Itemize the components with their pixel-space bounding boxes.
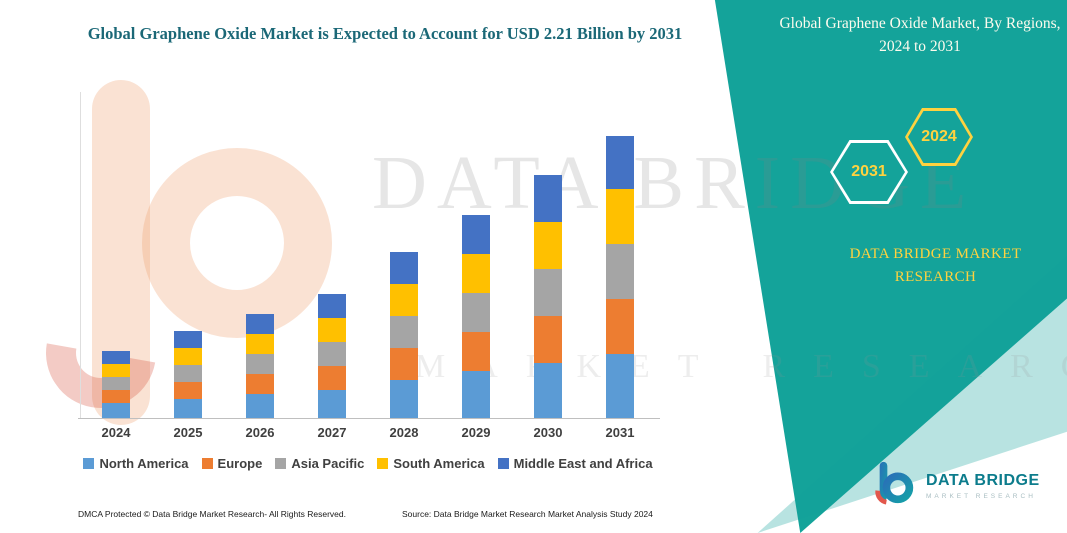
- bar-segment-europe-2024: [102, 390, 130, 403]
- bar-segment-north-america-2027: [318, 390, 346, 418]
- bar-segment-europe-2026: [246, 374, 274, 394]
- x-axis-label-2030: 2030: [533, 425, 563, 440]
- x-axis-labels: 2024 2025 2026 2027 2028 2029 2030 2031: [80, 425, 656, 440]
- bar-segment-north-america-2030: [534, 363, 562, 418]
- x-axis-label-2025: 2025: [173, 425, 203, 440]
- logo-brand-subtitle: MARKET RESEARCH: [926, 492, 1036, 500]
- x-axis-label-2029: 2029: [461, 425, 491, 440]
- panel-heading: Global Graphene Oxide Market, By Regions…: [779, 15, 1061, 56]
- x-axis-label-2026: 2026: [245, 425, 275, 440]
- bar-segment-middle-east-and-africa-2029: [462, 215, 490, 254]
- bar-segment-europe-2030: [534, 316, 562, 363]
- bar-segment-south-america-2030: [534, 222, 562, 269]
- bar-segment-south-america-2031: [606, 189, 634, 244]
- watermark-text-market: MARKET RESEARCH: [415, 348, 1067, 385]
- legend-item-asia-pacific: Asia Pacific: [275, 456, 364, 471]
- hexagon-2024-year: 2024: [908, 111, 970, 163]
- x-axis-line: [78, 418, 660, 419]
- x-axis-label-2031: 2031: [605, 425, 635, 440]
- bar-segment-middle-east-and-africa-2024: [102, 351, 130, 364]
- bar-segment-south-america-2028: [390, 284, 418, 316]
- bar-segment-asia-pacific-2030: [534, 269, 562, 316]
- bar-segment-north-america-2026: [246, 394, 274, 418]
- bar-segment-north-america-2025: [174, 399, 202, 418]
- bar-segment-europe-2027: [318, 366, 346, 390]
- legend-label: Europe: [217, 456, 263, 471]
- data-bridge-logo-icon: [872, 460, 918, 511]
- bar-segment-south-america-2024: [102, 364, 130, 377]
- bar-segment-middle-east-and-africa-2031: [606, 136, 634, 189]
- bar-segment-asia-pacific-2024: [102, 377, 130, 390]
- bar-segment-north-america-2031: [606, 354, 634, 418]
- data-bridge-logo: DATA BRIDGE MARKET RESEARCH: [872, 460, 1040, 511]
- bar-segment-middle-east-and-africa-2028: [390, 252, 418, 284]
- bar-segment-south-america-2025: [174, 348, 202, 365]
- chart-title: Global Graphene Oxide Market is Expected…: [87, 24, 683, 43]
- bar-segment-asia-pacific-2025: [174, 365, 202, 382]
- bar-segment-middle-east-and-africa-2026: [246, 314, 274, 334]
- legend-swatch: [377, 458, 389, 469]
- bar-segment-asia-pacific-2028: [390, 316, 418, 348]
- bar-segment-asia-pacific-2029: [462, 293, 490, 332]
- bar-segment-south-america-2026: [246, 334, 274, 354]
- legend-item-middle-east-and-africa: Middle East and Africa: [497, 456, 653, 471]
- y-axis-line: [80, 92, 81, 418]
- legend-swatch: [275, 458, 287, 469]
- legend-swatch: [201, 458, 213, 469]
- plot-area: [80, 90, 656, 418]
- source-note: Source: Data Bridge Market Research Mark…: [402, 509, 653, 519]
- bar-segment-europe-2028: [390, 348, 418, 380]
- bar-segment-middle-east-and-africa-2027: [318, 294, 346, 318]
- bar-segment-middle-east-and-africa-2025: [174, 331, 202, 348]
- bar-segment-north-america-2024: [102, 403, 130, 418]
- legend-label: North America: [99, 456, 189, 471]
- bar-segment-north-america-2029: [462, 371, 490, 418]
- bar-segment-asia-pacific-2026: [246, 354, 274, 374]
- legend-item-south-america: South America: [377, 456, 485, 471]
- legend-label: Asia Pacific: [291, 456, 365, 471]
- bar-segment-europe-2031: [606, 299, 634, 354]
- bar-segment-asia-pacific-2031: [606, 244, 634, 299]
- hexagon-2031-year: 2031: [833, 143, 905, 201]
- legend-label: Middle East and Africa: [513, 456, 653, 471]
- bar-segment-europe-2025: [174, 382, 202, 399]
- bar-segment-europe-2029: [462, 332, 490, 371]
- x-axis-label-2028: 2028: [389, 425, 419, 440]
- panel-brand-text: DATA BRIDGE MARKET RESEARCH: [849, 246, 1022, 286]
- legend-item-europe: Europe: [201, 456, 263, 471]
- x-axis-label-2027: 2027: [317, 425, 347, 440]
- legend-label: South America: [393, 456, 485, 471]
- bar-segment-middle-east-and-africa-2030: [534, 175, 562, 222]
- legend: North America Europe Asia Pacific South Ame…: [60, 456, 676, 471]
- bar-segment-asia-pacific-2027: [318, 342, 346, 366]
- hexagon-2031: 2031: [830, 140, 908, 204]
- legend-item-north-america: North America: [83, 456, 189, 471]
- logo-brand-name: DATA BRIDGE: [926, 471, 1040, 489]
- legend-swatch: [83, 458, 95, 469]
- x-axis-label-2024: 2024: [101, 425, 131, 440]
- dmca-notice: DMCA Protected © Data Bridge Market Rese…: [78, 509, 346, 519]
- legend-swatch: [497, 458, 509, 469]
- bar-segment-north-america-2028: [390, 380, 418, 418]
- bar-segment-south-america-2027: [318, 318, 346, 342]
- bar-segment-south-america-2029: [462, 254, 490, 293]
